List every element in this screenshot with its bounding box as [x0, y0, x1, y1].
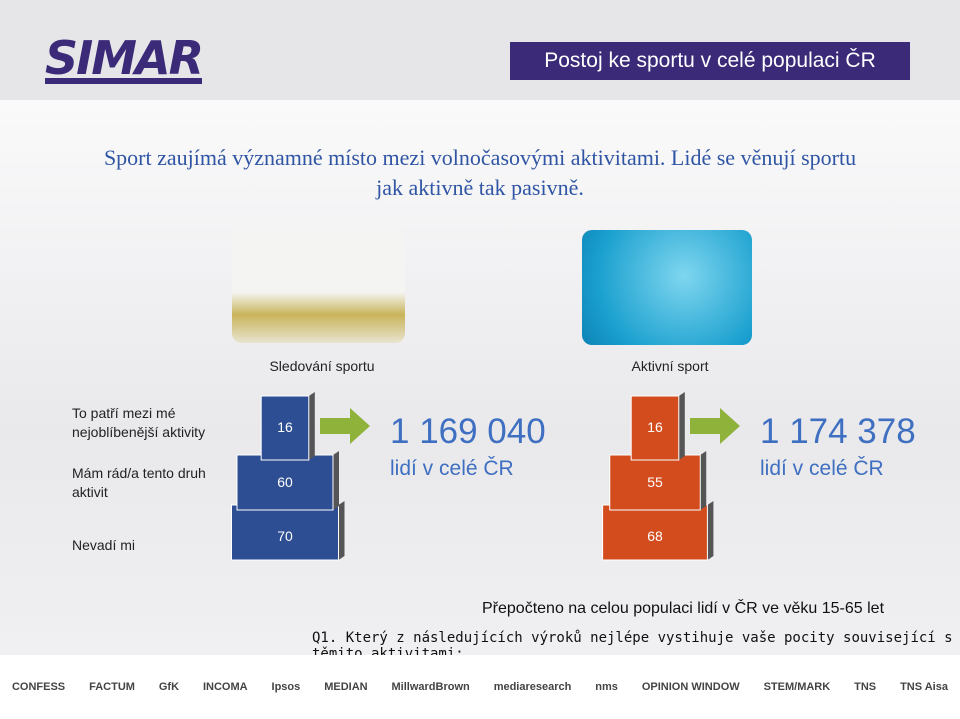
block-side	[707, 501, 714, 560]
block-value: 70	[277, 528, 293, 544]
footer-logo: GfK	[158, 681, 180, 693]
tv-photo	[232, 230, 405, 343]
footer-logo: nms	[595, 681, 618, 693]
swim-photo	[582, 230, 752, 345]
block-side	[333, 451, 339, 510]
footer-logos: CONFESS FACTUM GfK INCOMA Ipsos MEDIAN Millwar…	[0, 655, 960, 719]
pyramids: 70 60 16 68 55 16	[231, 392, 740, 561]
block-value: 55	[647, 474, 663, 490]
total-caption: lidí v celé ČR	[390, 457, 514, 480]
block-side	[308, 392, 315, 460]
block-value: 60	[277, 474, 293, 490]
footer-logo: MEDIAN	[324, 681, 368, 693]
footer-logo: CONFESS	[11, 681, 66, 693]
row-label: Nevadí mi	[72, 537, 136, 553]
block-side	[678, 392, 685, 460]
footer-logo: OPINION WINDOW	[641, 681, 740, 693]
footer-logo: STEM/MARK	[763, 681, 831, 693]
arrow	[690, 408, 740, 444]
panel-title: Sledování sportu	[269, 358, 375, 374]
slide-title: Postoj ke sportu v celé populaci ČR	[510, 42, 910, 80]
panel-title: Aktivní sport	[631, 358, 709, 374]
footer-logo: mediaresearch	[493, 681, 572, 693]
block	[260, 395, 310, 461]
row-label: To patří mezi mé nejoblíbenější aktivity	[72, 405, 206, 440]
footer-logo: TNS	[854, 681, 877, 693]
block	[236, 454, 334, 511]
block	[630, 395, 680, 461]
footer-logo: Ipsos	[271, 681, 301, 693]
row-label: Mám rád/a tento druh aktivit	[72, 465, 206, 500]
footer-logo: MillwardBrown	[391, 681, 470, 693]
block-side	[700, 451, 707, 510]
total: 1 169 040	[390, 412, 546, 451]
arrow	[320, 408, 370, 444]
block	[602, 504, 708, 561]
total: 1 174 378	[760, 412, 916, 451]
block-value: 16	[277, 419, 293, 435]
block-value: 68	[647, 528, 663, 544]
block-side	[338, 501, 345, 560]
logo: SIMAR	[45, 31, 204, 85]
intro-text: Sport zaujímá významné místo mezi volnoč…	[103, 145, 857, 200]
total-caption: lidí v celé ČR	[760, 457, 884, 480]
block	[609, 454, 701, 511]
footer-logo: FACTUM	[89, 681, 135, 693]
footer-logo: TNS Aisa	[900, 681, 948, 693]
footer-logo: INCOMA	[202, 681, 248, 693]
note: Přepočteno na celou populaci lidí v ČR v…	[482, 600, 885, 617]
block	[231, 504, 339, 561]
block-value: 16	[647, 419, 663, 435]
